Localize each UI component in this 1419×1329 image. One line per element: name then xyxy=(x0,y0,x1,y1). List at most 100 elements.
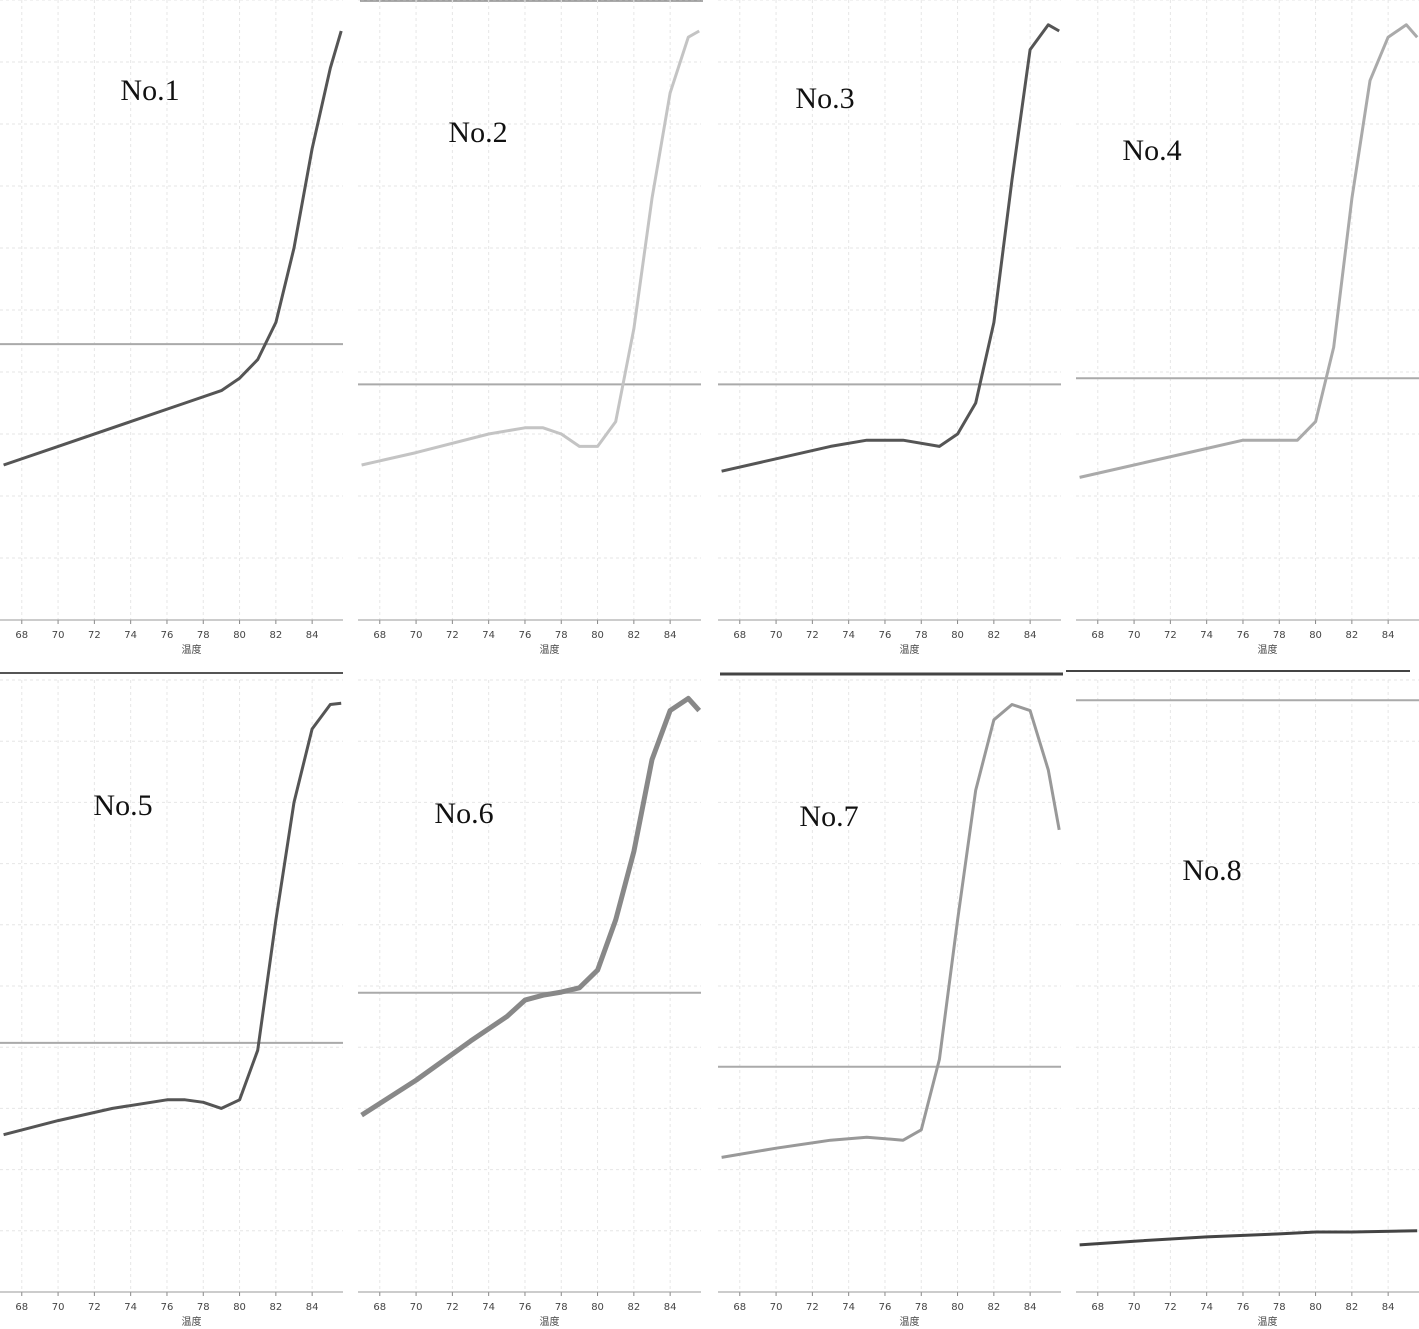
x-tick-label: 76 xyxy=(1237,630,1250,641)
x-tick-label: 68 xyxy=(1091,1302,1104,1313)
panel: 68 70 72 74 76 78 80 82 84 温度 No.8 xyxy=(1076,679,1419,1328)
x-tick-label: 72 xyxy=(806,630,819,641)
x-tick-label: 72 xyxy=(88,1302,101,1313)
x-tick-label: 78 xyxy=(197,630,210,641)
x-tick-label: 84 xyxy=(306,1302,319,1313)
x-tick-label: 82 xyxy=(627,1302,640,1313)
panel: 68 70 72 74 76 78 80 82 84 温度 No.1 xyxy=(0,0,343,656)
x-tick-label: 72 xyxy=(446,630,459,641)
panel-title: No.3 xyxy=(795,82,854,115)
melt-curve xyxy=(1079,23,1419,479)
panel-title: No.6 xyxy=(434,797,493,830)
panel-title: No.2 xyxy=(448,116,507,149)
x-tick-label: 76 xyxy=(161,630,174,641)
x-tick-label: 74 xyxy=(124,1302,137,1313)
x-tick-label: 78 xyxy=(555,630,568,641)
x-tick-label: 78 xyxy=(1273,630,1286,641)
x-tick-label: 70 xyxy=(52,630,65,641)
x-tick-label: 68 xyxy=(1091,630,1104,641)
x-tick-label: 82 xyxy=(1345,630,1358,641)
x-tick-label: 76 xyxy=(1237,1302,1250,1313)
x-tick-label: 76 xyxy=(879,1302,892,1313)
x-tick-label: 82 xyxy=(627,630,640,641)
x-tick-label: 70 xyxy=(52,1302,65,1313)
x-tick-label: 74 xyxy=(482,630,495,641)
melt-curve xyxy=(721,23,1060,473)
x-tick-label: 82 xyxy=(987,630,1000,641)
panel: 68 70 72 74 76 78 80 82 84 温度 No.2 xyxy=(358,0,701,656)
x-tick-label: 68 xyxy=(733,1302,746,1313)
panel-title: No.8 xyxy=(1182,854,1241,887)
x-tick-label: 78 xyxy=(555,1302,568,1313)
x-tick-label: 70 xyxy=(1128,1302,1141,1313)
x-tick-label: 84 xyxy=(664,1302,677,1313)
x-tick-label: 74 xyxy=(482,1302,495,1313)
x-tick-label: 84 xyxy=(1382,1302,1395,1313)
x-tick-label: 76 xyxy=(879,630,892,641)
x-tick-label: 82 xyxy=(987,1302,1000,1313)
x-tick-label: 70 xyxy=(410,630,423,641)
melt-curve xyxy=(721,703,1061,1159)
panel-title: No.7 xyxy=(799,800,858,833)
x-tick-label: 84 xyxy=(1024,1302,1037,1313)
melt-curve xyxy=(1079,1229,1418,1247)
x-tick-label: 72 xyxy=(88,630,101,641)
panel-title: No.5 xyxy=(93,789,152,822)
melt-curve xyxy=(360,695,702,1118)
x-tick-label: 68 xyxy=(373,1302,386,1313)
x-tick-label: 72 xyxy=(1164,630,1177,641)
x-tick-label: 80 xyxy=(951,1302,964,1313)
x-tick-label: 80 xyxy=(1309,1302,1322,1313)
melt-curve xyxy=(3,30,343,467)
x-tick-label: 72 xyxy=(806,1302,819,1313)
x-tick-label: 82 xyxy=(269,630,282,641)
panel: 68 70 72 74 76 78 80 82 84 温度 No.7 xyxy=(718,679,1061,1328)
x-axis-label: 温度 xyxy=(182,1315,202,1328)
x-tick-label: 82 xyxy=(269,1302,282,1313)
x-axis-label: 温度 xyxy=(1258,1315,1278,1328)
x-tick-label: 74 xyxy=(1200,630,1213,641)
x-tick-label: 74 xyxy=(842,1302,855,1313)
x-tick-label: 84 xyxy=(1024,630,1037,641)
x-tick-label: 68 xyxy=(15,630,28,641)
x-tick-label: 70 xyxy=(770,1302,783,1313)
x-tick-label: 68 xyxy=(15,1302,28,1313)
x-tick-label: 68 xyxy=(733,630,746,641)
x-tick-label: 84 xyxy=(306,630,319,641)
x-tick-label: 74 xyxy=(842,630,855,641)
x-tick-label: 80 xyxy=(233,630,246,641)
panel: 68 70 72 74 76 78 80 82 84 温度 No.5 xyxy=(0,679,343,1328)
x-axis-label: 温度 xyxy=(900,643,920,656)
melt-curve xyxy=(3,701,342,1137)
x-tick-label: 70 xyxy=(1128,630,1141,641)
x-tick-label: 76 xyxy=(519,1302,532,1313)
melt-curve xyxy=(361,29,700,467)
x-tick-label: 78 xyxy=(197,1302,210,1313)
x-tick-label: 76 xyxy=(519,630,532,641)
x-tick-label: 70 xyxy=(410,1302,423,1313)
x-tick-label: 80 xyxy=(1309,630,1322,641)
x-axis-label: 温度 xyxy=(540,643,560,656)
x-tick-label: 80 xyxy=(591,1302,604,1313)
x-axis-label: 温度 xyxy=(900,1315,920,1328)
x-tick-label: 72 xyxy=(446,1302,459,1313)
x-tick-label: 78 xyxy=(915,630,928,641)
panel: 68 70 72 74 76 78 80 82 84 温度 No.4 xyxy=(1076,0,1419,656)
panel-title: No.4 xyxy=(1122,134,1181,167)
x-axis-label: 温度 xyxy=(182,643,202,656)
x-tick-label: 82 xyxy=(1345,1302,1358,1313)
x-tick-label: 68 xyxy=(373,630,386,641)
x-tick-label: 74 xyxy=(124,630,137,641)
x-tick-label: 70 xyxy=(770,630,783,641)
x-tick-label: 76 xyxy=(161,1302,174,1313)
panel: 68 70 72 74 76 78 80 82 84 温度 No.6 xyxy=(358,679,702,1328)
x-axis-label: 温度 xyxy=(540,1315,560,1328)
x-tick-label: 78 xyxy=(915,1302,928,1313)
x-tick-label: 74 xyxy=(1200,1302,1213,1313)
x-tick-label: 72 xyxy=(1164,1302,1177,1313)
x-tick-label: 84 xyxy=(1382,630,1395,641)
panel-title: No.1 xyxy=(120,74,179,107)
x-axis-label: 温度 xyxy=(1258,643,1278,656)
x-tick-label: 78 xyxy=(1273,1302,1286,1313)
